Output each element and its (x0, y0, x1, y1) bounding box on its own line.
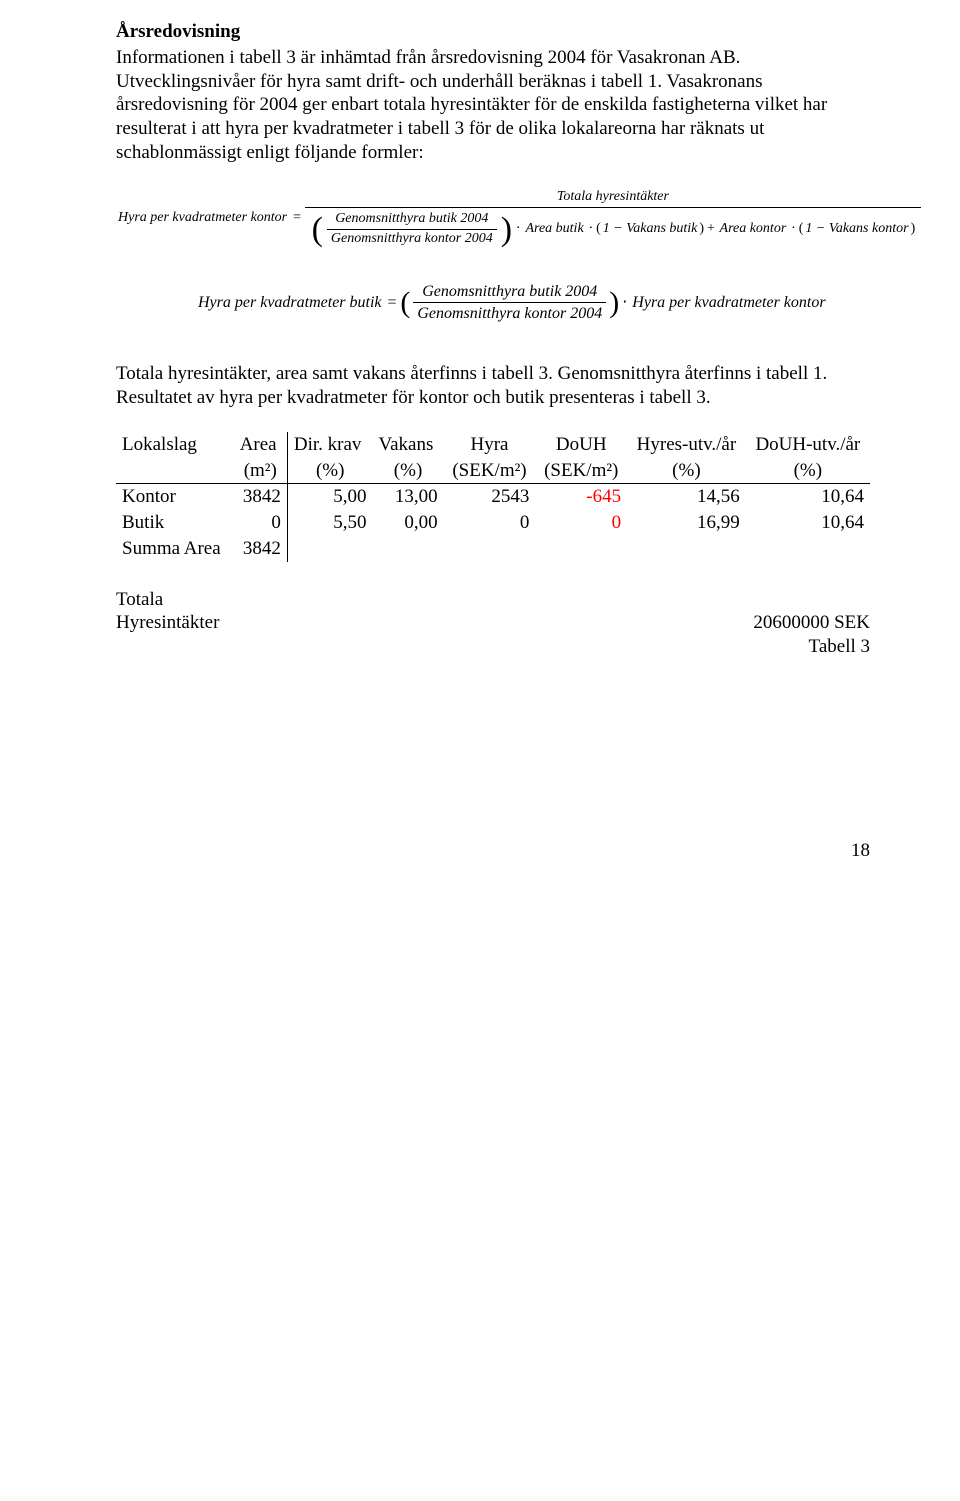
col-douh: DoUH (535, 432, 627, 458)
formula1-p2: 1 − Vakans kontor (803, 221, 910, 238)
col-douhutv: DoUH-utv./år (746, 432, 870, 458)
formula1-bigfraction: Totala hyresintäkter ( Genomsnitthyra bu… (305, 187, 922, 251)
unit-douhutv: (%) (746, 458, 870, 484)
formula1-p1: 1 − Vakans butik (601, 221, 700, 238)
unit-area: (m²) (234, 458, 288, 484)
cell-douh (535, 536, 627, 562)
table-lokalslag: Lokalslag Area Dir. krav Vakans Hyra DoU… (116, 432, 870, 562)
unit-hyra: (SEK/m²) (444, 458, 536, 484)
formula-1: Hyra per kvadratmeter kontor = Totala hy… (116, 187, 870, 251)
cell-area: 3842 (234, 484, 288, 510)
col-dirkrav: Dir. krav (287, 432, 372, 458)
data-table: Lokalslag Area Dir. krav Vakans Hyra DoU… (116, 432, 870, 562)
cell-douh: 0 (535, 510, 627, 536)
cell-vak: 13,00 (372, 484, 443, 510)
formula2-rhs: Hyra per kvadratmeter kontor (630, 293, 827, 312)
cell-label: Summa Area (116, 536, 234, 562)
formula2-lhs: Hyra per kvadratmeter butik (196, 293, 384, 312)
col-vakans: Vakans (372, 432, 443, 458)
table-header-row1: Lokalslag Area Dir. krav Vakans Hyra DoU… (116, 432, 870, 458)
formula1-numerator: Totala hyresintäkter (551, 187, 675, 208)
cell-label: Kontor (116, 484, 234, 510)
summary-hyresintakter: Hyresintäkter (116, 611, 219, 635)
cell-area: 3842 (234, 536, 288, 562)
plus-sign: + (704, 221, 717, 238)
cell-douhutv (746, 536, 870, 562)
formula-block: Hyra per kvadratmeter kontor = Totala hy… (116, 187, 870, 325)
cell-douhutv: 10,64 (746, 484, 870, 510)
cell-hyra (444, 536, 536, 562)
equals-sign: = (289, 210, 304, 227)
table-row: Summa Area 3842 (116, 536, 870, 562)
paragraph-intro: Informationen i tabell 3 är inhämtad frå… (116, 46, 870, 165)
table-header-row2: (m²) (%) (%) (SEK/m²) (SEK/m²) (%) (%) (116, 458, 870, 484)
page-number: 18 (116, 839, 870, 863)
col-lokalslag: Lokalslag (116, 432, 234, 458)
formula1-inner-frac-den: Genomsnitthyra kontor 2004 (327, 229, 497, 249)
cell-hyra: 0 (444, 510, 536, 536)
summary-tabell3: Tabell 3 (753, 635, 870, 659)
formula1-lhs: Hyra per kvadratmeter kontor (116, 210, 289, 227)
cell-dir: 5,50 (287, 510, 372, 536)
cell-hyresutv (627, 536, 746, 562)
table-row: Butik 0 5,50 0,00 0 0 16,99 10,64 (116, 510, 870, 536)
unit-vak: (%) (372, 458, 443, 484)
summary-block: Totala Hyresintäkter 20600000 SEK Tabell… (116, 588, 870, 659)
cell-hyresutv: 14,56 (627, 484, 746, 510)
formula-2: Hyra per kvadratmeter butik = ( Genomsni… (196, 281, 870, 324)
summary-totala: Totala (116, 588, 219, 612)
cell-hyresutv: 16,99 (627, 510, 746, 536)
cell-vak (372, 536, 443, 562)
formula1-areabutik: Area butik (523, 221, 585, 238)
cell-douhutv: 10,64 (746, 510, 870, 536)
formula2-frac-num: Genomsnitthyra butik 2004 (418, 281, 601, 302)
formula1-inner-frac-num: Genomsnitthyra butik 2004 (331, 210, 492, 229)
formula1-areakontor: Area kontor (718, 221, 789, 238)
cell-dir: 5,00 (287, 484, 372, 510)
col-hyra: Hyra (444, 432, 536, 458)
cell-vak: 0,00 (372, 510, 443, 536)
cell-douh: -645 (535, 484, 627, 510)
unit-dir: (%) (287, 458, 372, 484)
heading-arsredovisning: Årsredovisning (116, 20, 870, 44)
col-area: Area (234, 432, 288, 458)
summary-amount: 20600000 SEK (753, 611, 870, 635)
table-row: Kontor 3842 5,00 13,00 2543 -645 14,56 1… (116, 484, 870, 510)
paragraph-result: Totala hyresintäkter, area samt vakans å… (116, 362, 870, 410)
cell-label: Butik (116, 510, 234, 536)
formula1-denominator: ( Genomsnitthyra butik 2004 Genomsnitthy… (305, 207, 922, 251)
cell-dir (287, 536, 372, 562)
unit-empty (116, 458, 234, 484)
cell-hyra: 2543 (444, 484, 536, 510)
formula2-frac-den: Genomsnitthyra kontor 2004 (413, 302, 606, 324)
col-hyresutv: Hyres-utv./år (627, 432, 746, 458)
unit-hyresutv: (%) (627, 458, 746, 484)
cell-area: 0 (234, 510, 288, 536)
unit-douh: (SEK/m²) (535, 458, 627, 484)
